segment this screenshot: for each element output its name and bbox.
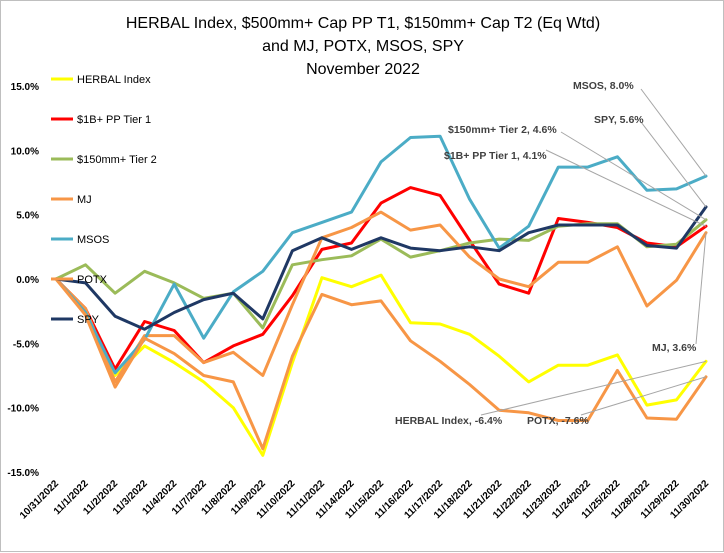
annotation-leader <box>695 232 707 345</box>
series-line-mj <box>54 210 708 384</box>
legend-label: MSOS <box>77 234 109 246</box>
annotation-leader <box>560 131 707 221</box>
annotation-leader <box>545 149 707 227</box>
annotation-leader <box>480 360 707 416</box>
annotation-leader <box>640 121 707 208</box>
chart-title-line-1: HERBAL Index, $500mm+ Cap PP T1, $150mm+… <box>125 15 601 32</box>
y-tick-label: -10.0% <box>7 404 39 415</box>
legend-label: MJ <box>77 194 92 206</box>
chart-title-line-3: November 2022 <box>306 61 420 78</box>
y-tick-label: -15.0% <box>7 468 39 479</box>
y-tick-label: 0.0% <box>16 275 39 286</box>
y-tick-label: 5.0% <box>16 211 39 222</box>
series-line-herbal-index <box>54 273 708 457</box>
y-tick-label: 10.0% <box>11 146 39 157</box>
series-line-potx <box>54 277 708 451</box>
y-tick-label: 15.0% <box>11 82 39 93</box>
y-tick-label: -5.0% <box>13 339 39 350</box>
annotation-label: POTX, -7.6% <box>527 415 590 427</box>
legend-label: POTX <box>77 274 108 286</box>
legend-label: $1B+ PP Tier 1 <box>77 114 151 126</box>
x-tick-label: 10/31/2022 <box>18 478 61 521</box>
legend-label: SPY <box>77 314 100 326</box>
annotation-leader <box>580 376 707 416</box>
annotation-label: MJ, 3.6% <box>652 342 697 354</box>
legend-label: HERBAL Index <box>77 74 151 86</box>
legend-label: $150mm+ Tier 2 <box>77 154 157 166</box>
series-line-msos <box>54 134 708 375</box>
annotation-leader <box>640 88 707 177</box>
annotation-label: $150mm+ Tier 2, 4.6% <box>448 124 557 136</box>
series-line-spy <box>54 205 708 331</box>
annotation-label: $1B+ PP Tier 1, 4.1% <box>444 150 547 162</box>
chart-title-line-2: and MJ, POTX, MSOS, SPY <box>262 38 464 55</box>
annotation-label: MSOS, 8.0% <box>573 80 634 92</box>
annotation-label: SPY, 5.6% <box>594 114 644 126</box>
annotation-label: HERBAL Index, -6.4% <box>395 415 503 427</box>
